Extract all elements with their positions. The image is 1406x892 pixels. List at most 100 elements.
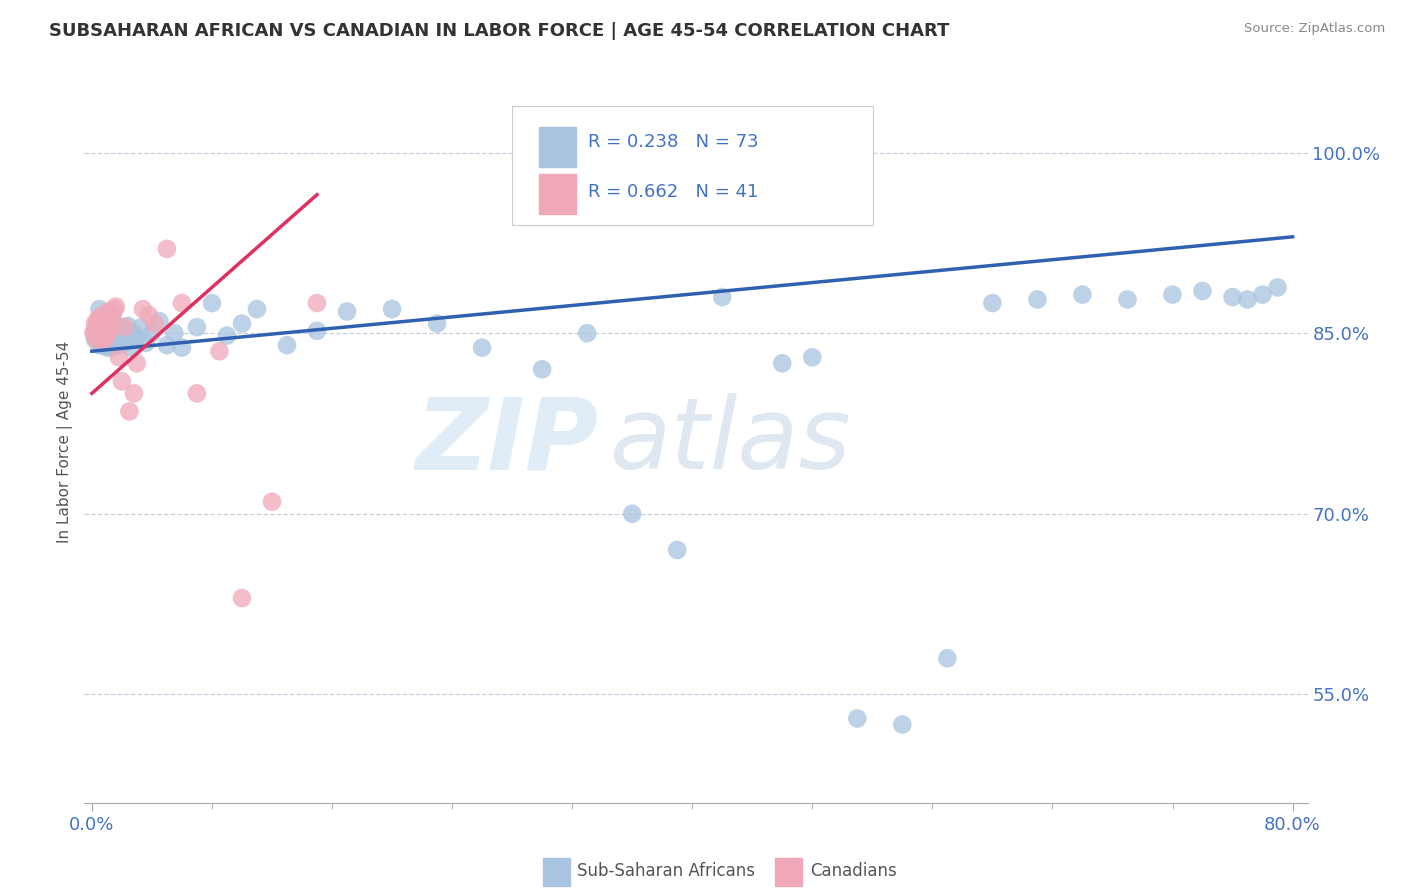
Point bbox=[103, 317, 125, 331]
Point bbox=[132, 301, 155, 317]
Point bbox=[846, 711, 869, 725]
Point bbox=[94, 311, 117, 326]
Point bbox=[246, 301, 269, 317]
Point bbox=[122, 326, 145, 341]
Point bbox=[1251, 287, 1274, 301]
Point bbox=[125, 332, 148, 346]
Point bbox=[97, 304, 120, 318]
Point bbox=[89, 317, 111, 331]
Point bbox=[108, 338, 131, 352]
Point bbox=[91, 308, 114, 322]
Point bbox=[105, 324, 128, 338]
Point bbox=[97, 317, 120, 331]
Point bbox=[138, 308, 160, 322]
Point bbox=[141, 326, 163, 341]
Point bbox=[1161, 287, 1184, 301]
Point bbox=[96, 341, 118, 355]
Point bbox=[93, 314, 115, 328]
Point bbox=[118, 404, 141, 418]
Point bbox=[170, 341, 193, 355]
Point bbox=[93, 338, 115, 352]
Point bbox=[94, 314, 117, 328]
Point bbox=[1191, 284, 1213, 298]
Point bbox=[576, 326, 599, 341]
Point bbox=[91, 328, 114, 343]
Point bbox=[89, 301, 111, 317]
Point bbox=[86, 320, 108, 334]
Point bbox=[305, 296, 328, 310]
Point bbox=[83, 332, 105, 346]
Point bbox=[110, 320, 132, 334]
Point bbox=[1267, 280, 1289, 294]
Y-axis label: In Labor Force | Age 45-54: In Labor Force | Age 45-54 bbox=[58, 341, 73, 542]
Point bbox=[1116, 293, 1139, 307]
Point bbox=[531, 362, 554, 376]
Point bbox=[104, 300, 127, 314]
Point bbox=[201, 296, 224, 310]
Point bbox=[111, 328, 134, 343]
Point bbox=[336, 304, 359, 318]
Point bbox=[103, 301, 125, 317]
Point bbox=[122, 386, 145, 401]
Point bbox=[104, 332, 127, 346]
Point bbox=[90, 332, 112, 346]
Point bbox=[100, 320, 122, 334]
Point bbox=[87, 311, 110, 326]
Point bbox=[86, 326, 108, 341]
Point bbox=[117, 318, 139, 333]
Point bbox=[156, 242, 179, 256]
Point bbox=[100, 341, 122, 355]
Point bbox=[93, 328, 115, 343]
Point bbox=[90, 320, 112, 334]
Text: ZIP: ZIP bbox=[415, 393, 598, 490]
Point bbox=[426, 317, 449, 331]
Point bbox=[186, 320, 208, 334]
Point bbox=[1236, 293, 1258, 307]
Bar bbox=[543, 858, 569, 886]
Point bbox=[1222, 290, 1244, 304]
Text: Source: ZipAtlas.com: Source: ZipAtlas.com bbox=[1244, 22, 1385, 36]
Point bbox=[156, 338, 179, 352]
Point bbox=[82, 326, 104, 341]
Point bbox=[87, 320, 110, 334]
Point bbox=[135, 335, 157, 350]
Point bbox=[471, 341, 494, 355]
Point bbox=[93, 318, 115, 333]
Point bbox=[91, 324, 114, 338]
Point bbox=[96, 326, 118, 341]
Point bbox=[87, 314, 110, 328]
Point bbox=[170, 296, 193, 310]
Text: atlas: atlas bbox=[610, 393, 852, 490]
Point bbox=[94, 332, 117, 346]
Point bbox=[100, 317, 122, 331]
Point bbox=[96, 324, 118, 338]
Point bbox=[98, 324, 121, 338]
Point bbox=[111, 374, 134, 388]
Point bbox=[621, 507, 644, 521]
Point bbox=[186, 386, 208, 401]
Text: SUBSAHARAN AFRICAN VS CANADIAN IN LABOR FORCE | AGE 45-54 CORRELATION CHART: SUBSAHARAN AFRICAN VS CANADIAN IN LABOR … bbox=[49, 22, 949, 40]
Point bbox=[1071, 287, 1094, 301]
FancyBboxPatch shape bbox=[513, 105, 873, 225]
Point bbox=[770, 356, 793, 370]
Text: R = 0.238   N = 73: R = 0.238 N = 73 bbox=[588, 133, 759, 151]
Point bbox=[98, 338, 121, 352]
Point bbox=[94, 334, 117, 349]
Point bbox=[120, 341, 142, 355]
Point bbox=[148, 314, 170, 328]
Point bbox=[131, 320, 153, 334]
Point bbox=[87, 326, 110, 341]
Point bbox=[91, 311, 114, 326]
Point bbox=[83, 324, 105, 338]
Bar bbox=[776, 858, 803, 886]
Point bbox=[103, 328, 125, 343]
Point bbox=[981, 296, 1004, 310]
Point bbox=[101, 308, 124, 322]
Point bbox=[801, 351, 824, 365]
Point bbox=[114, 320, 136, 334]
Point bbox=[125, 356, 148, 370]
Point bbox=[83, 317, 105, 331]
Text: Canadians: Canadians bbox=[810, 863, 897, 880]
Bar bbox=[540, 128, 576, 167]
Point bbox=[305, 324, 328, 338]
